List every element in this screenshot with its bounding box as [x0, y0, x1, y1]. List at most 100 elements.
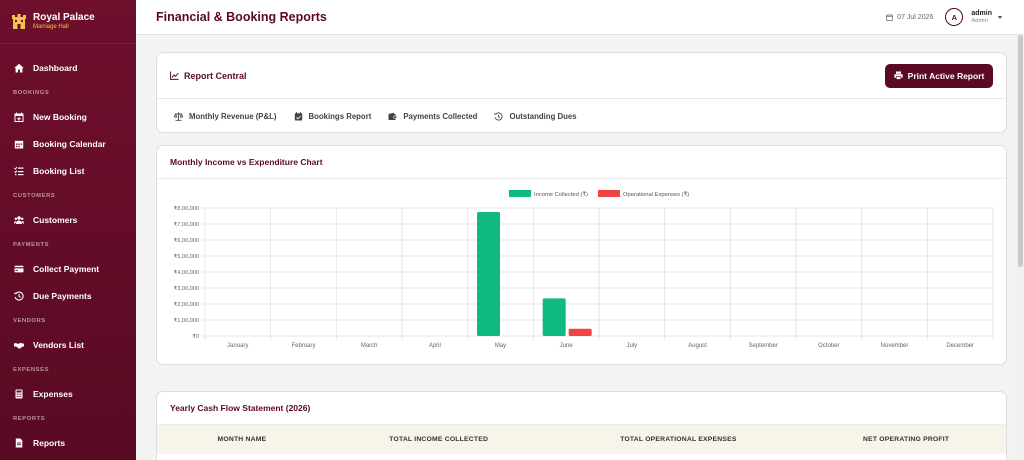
user-menu[interactable]: admin Admin	[971, 10, 992, 25]
calculator-icon	[15, 389, 23, 398]
calendar-check-icon	[294, 111, 302, 120]
sidebar-item-booking-list[interactable]: Booking List	[0, 157, 136, 184]
sidebar-item-label: Customers	[33, 214, 78, 225]
x-tick-label: February	[291, 343, 315, 349]
x-tick-label: March	[361, 343, 378, 349]
sidebar-section-customers: CUSTOMERS	[13, 193, 56, 199]
palace-logo-icon	[12, 13, 26, 30]
sidebar-item-vendors-list[interactable]: Vendors List	[0, 331, 136, 358]
y-tick-label: ₹6,00,000	[174, 237, 199, 244]
sidebar-item-label: Expenses	[33, 388, 73, 399]
list-check-icon	[14, 166, 24, 175]
bar-income	[542, 298, 566, 336]
file-report-icon	[15, 438, 23, 447]
bar-expense	[568, 328, 592, 336]
user-role: Admin	[971, 17, 988, 24]
brand-subtitle: Marriage Hall	[33, 24, 69, 30]
income-expenditure-chart: ₹0 ₹1,00,000 ₹2,00,000 ₹3,00,000 ₹4,00,000 ₹5…	[174, 190, 994, 349]
sidebar-item-label: Reports	[33, 437, 66, 448]
column-header-total-income: TOTAL INCOME COLLECTED	[389, 436, 489, 443]
x-tick-label: June	[560, 343, 574, 349]
sidebar-section-expenses: EXPENSES	[13, 367, 50, 373]
date-text: 07 Jul 2026	[897, 13, 934, 21]
balance-scale-icon	[174, 112, 183, 121]
cashflow-statement-card: Yearly Cash Flow Statement (2026) MONTH …	[156, 391, 1007, 460]
line-chart-icon	[170, 71, 179, 80]
print-active-report-button[interactable]: Print Active Report	[885, 63, 993, 88]
column-header-net-profit: NET OPERATING PROFIT	[863, 436, 950, 443]
tab-monthly-revenue[interactable]: Monthly Revenue (P&L)	[174, 112, 277, 121]
x-tick-label: September	[748, 343, 777, 349]
sidebar-item-label: Collect Payment	[33, 263, 100, 274]
sidebar: Royal Palace Marriage Hall Dashboard BOO…	[0, 0, 136, 460]
report-central-title: Report Central	[170, 71, 247, 81]
bar-income	[477, 212, 500, 336]
sidebar-item-collect-payment[interactable]: Collect Payment	[0, 255, 136, 282]
tab-bookings-report[interactable]: Bookings Report	[294, 111, 371, 121]
y-tick-label: ₹3,00,000	[174, 285, 199, 292]
y-tick-label: ₹8,00,000	[174, 205, 199, 212]
sidebar-item-new-booking[interactable]: New Booking	[0, 103, 136, 130]
wallet-icon	[388, 112, 398, 120]
column-header-month: MONTH NAME	[217, 436, 267, 443]
sidebar-item-label: Due Payments	[33, 290, 92, 301]
credit-card-icon	[14, 265, 24, 272]
x-tick-label: October	[818, 343, 839, 349]
chart-card-title: Monthly Income vs Expenditure Chart	[157, 146, 1006, 179]
y-tick-label: ₹4,00,000	[174, 269, 199, 276]
page-scrollbar[interactable]	[1017, 35, 1024, 460]
y-tick-label: ₹0	[192, 333, 199, 340]
history-icon	[14, 291, 24, 301]
tab-outstanding-dues[interactable]: Outstanding Dues	[494, 111, 577, 121]
current-date: 07 Jul 2026	[886, 14, 933, 21]
page-title: Financial & Booking Reports	[156, 10, 327, 24]
avatar[interactable]: A	[945, 8, 964, 26]
sidebar-item-reports[interactable]: Reports	[0, 429, 136, 456]
x-tick-label: July	[626, 343, 637, 349]
sidebar-item-dashboard[interactable]: Dashboard	[0, 54, 136, 81]
legend-label: Income Collected (₹)	[534, 191, 588, 198]
sidebar-item-label: Booking List	[33, 165, 85, 176]
history-icon	[494, 111, 504, 121]
y-tick-label: ₹5,00,000	[174, 253, 199, 260]
y-tick-label: ₹2,00,000	[174, 301, 199, 308]
brand[interactable]: Royal Palace Marriage Hall	[0, 0, 136, 44]
handshake-icon	[14, 342, 24, 349]
sidebar-item-due-payments[interactable]: Due Payments	[0, 282, 136, 309]
calendar-icon	[886, 13, 894, 21]
legend-swatch-expense	[598, 190, 620, 197]
income-expenditure-chart-card: Monthly Income vs Expenditure Chart ₹0 ₹1…	[156, 145, 1007, 365]
sidebar-item-customers[interactable]: Customers	[0, 206, 136, 233]
legend-label: Operational Expenses (₹)	[623, 191, 689, 198]
x-tick-label: May	[495, 343, 506, 349]
x-tick-label: January	[227, 343, 248, 349]
users-icon	[14, 215, 24, 224]
sidebar-item-expenses[interactable]: Expenses	[0, 380, 136, 407]
sidebar-section-bookings: BOOKINGS	[13, 90, 50, 96]
sidebar-section-payments: PAYMENTS	[13, 242, 50, 248]
x-tick-label: April	[429, 343, 441, 349]
column-header-total-expenses: TOTAL OPERATIONAL EXPENSES	[620, 436, 737, 443]
tab-payments-collected[interactable]: Payments Collected	[388, 112, 477, 121]
sidebar-section-vendors: VENDORS	[13, 318, 46, 324]
topbar: Financial & Booking Reports 07 Jul 2026 …	[136, 0, 1024, 35]
x-tick-label: November	[881, 343, 909, 349]
cashflow-table-header: MONTH NAME TOTAL INCOME COLLECTED TOTAL …	[157, 424, 1006, 454]
chevron-down-icon[interactable]	[998, 15, 1002, 19]
home-icon	[14, 63, 24, 72]
sidebar-item-label: Vendors List	[33, 339, 85, 350]
y-tick-label: ₹7,00,000	[174, 221, 199, 228]
y-tick-label: ₹1,00,000	[174, 317, 199, 324]
scrollbar-thumb[interactable]	[1018, 35, 1023, 267]
printer-icon	[893, 71, 903, 80]
sidebar-item-booking-calendar[interactable]: Booking Calendar	[0, 130, 136, 157]
sidebar-item-label: Booking Calendar	[33, 138, 106, 149]
legend-swatch-income	[509, 190, 531, 197]
sidebar-item-label: Dashboard	[33, 62, 78, 73]
cashflow-title: Yearly Cash Flow Statement (2026)	[170, 403, 311, 413]
report-central-card: Report Central Print Active Report Month…	[156, 52, 1007, 133]
sidebar-item-label: New Booking	[33, 111, 87, 122]
x-tick-label: December	[946, 343, 974, 349]
user-name: admin	[971, 9, 992, 17]
report-tabs: Monthly Revenue (P&L) Bookings Report Pa…	[157, 99, 1006, 133]
